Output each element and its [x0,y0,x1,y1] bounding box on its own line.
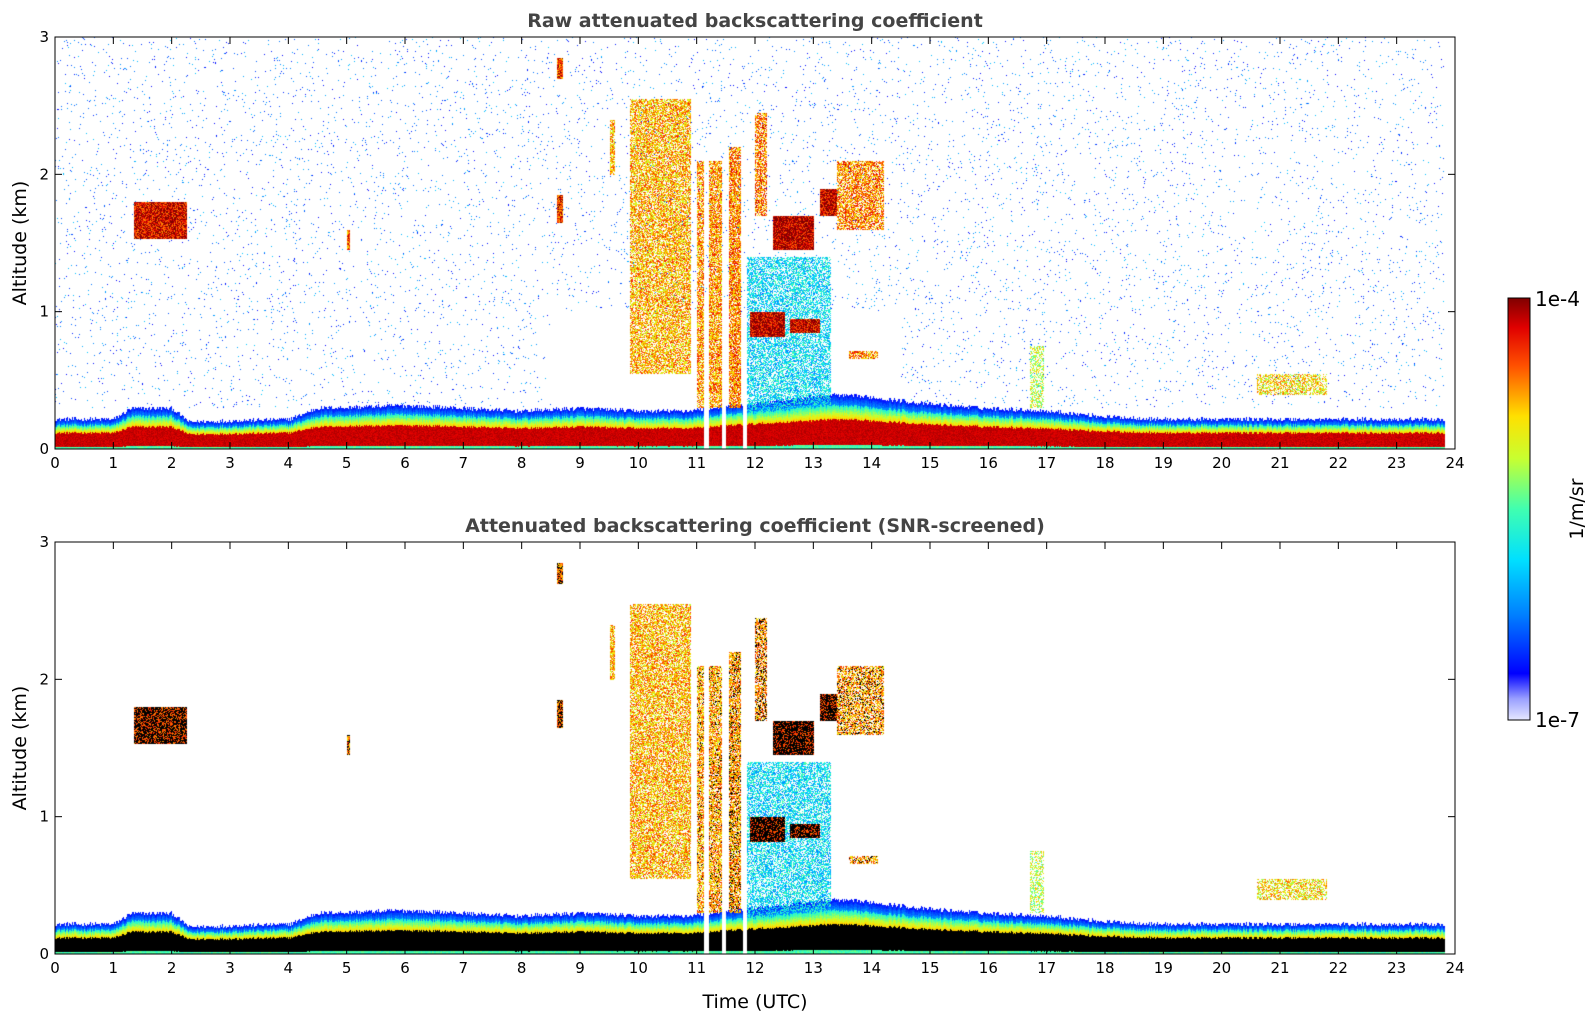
x-tick-label: 0 [50,454,60,472]
x-tick-label: 18 [1095,959,1114,977]
y-tick-label: 1 [39,303,49,321]
x-tick-label: 24 [1445,454,1464,472]
x-tick-label: 18 [1095,454,1114,472]
x-tick-label: 6 [400,959,410,977]
x-tick-label: 24 [1445,959,1464,977]
x-tick-label: 8 [517,959,527,977]
x-tick-label: 12 [745,959,764,977]
x-tick-label: 2 [167,454,177,472]
x-tick-label: 2 [167,959,177,977]
x-tick-label: 4 [284,959,294,977]
colorbar: 1e-4 1e-7 1/m/sr [1507,287,1588,732]
x-tick-label: 17 [1037,959,1056,977]
x-tick-label: 8 [517,454,527,472]
x-tick-label: 1 [109,959,119,977]
x-tick-label: 19 [1154,959,1173,977]
x-tick-label: 12 [745,454,764,472]
panel-raw-heatmap [55,37,1455,449]
panel-raw-title: Raw attenuated backscattering coefficien… [527,10,983,32]
y-tick-label: 1 [39,808,49,826]
x-tick-label: 21 [1270,454,1289,472]
x-tick-label: 10 [629,959,648,977]
x-tick-label: 22 [1329,959,1348,977]
y-tick-label: 3 [39,28,49,46]
x-tick-label: 7 [459,454,469,472]
x-tick-label: 11 [687,454,706,472]
x-tick-label: 20 [1212,959,1231,977]
panel-screened-title: Attenuated backscattering coefficient (S… [465,515,1045,537]
x-tick-label: 17 [1037,454,1056,472]
colorbar-min-label: 1e-7 [1535,708,1580,732]
colorbar-gradient [1507,297,1531,721]
x-tick-label: 10 [629,454,648,472]
x-tick-label: 14 [862,454,881,472]
x-tick-label: 15 [920,959,939,977]
y-tick-label: 3 [39,533,49,551]
x-tick-label: 9 [575,454,585,472]
y-tick-label: 2 [39,165,49,183]
x-tick-label: 7 [459,959,469,977]
x-tick-label: 3 [225,959,235,977]
x-tick-label: 11 [687,959,706,977]
panel-raw-ylabel: Altitude (km) [9,181,31,306]
x-tick-label: 20 [1212,454,1231,472]
x-tick-label: 0 [50,959,60,977]
x-tick-label: 5 [342,959,352,977]
x-tick-label: 13 [804,454,823,472]
panel-raw: Raw attenuated backscattering coefficien… [9,10,1465,472]
panel-screened-ticks: 0 1 2 3 4 5 6 7 8 9 10 11 12 13 14 15 16 17 18 19 20 21 22 23 24… [39,533,1464,977]
y-tick-label: 0 [39,440,49,458]
panel-screened: Attenuated backscattering coefficient (S… [9,515,1465,1013]
x-tick-label: 16 [979,959,998,977]
panel-screened-ylabel: Altitude (km) [9,686,31,811]
x-tick-label: 6 [400,454,410,472]
y-tick-label: 0 [39,945,49,963]
panel-screened-heatmap [55,542,1455,954]
x-tick-label: 13 [804,959,823,977]
x-tick-label: 23 [1387,454,1406,472]
colorbar-unit-label: 1/m/sr [1566,478,1588,539]
x-tick-label: 4 [284,454,294,472]
x-tick-label: 9 [575,959,585,977]
colorbar-max-label: 1e-4 [1535,287,1580,311]
panel-raw-ticks: 0 1 2 3 4 5 6 7 8 9 10 11 12 13 14 15 16 17 18 19 20 21 22 23 24… [39,28,1464,472]
x-tick-label: 21 [1270,959,1289,977]
x-tick-label: 3 [225,454,235,472]
x-tick-label: 15 [920,454,939,472]
y-tick-label: 2 [39,670,49,688]
x-tick-label: 22 [1329,454,1348,472]
x-tick-label: 23 [1387,959,1406,977]
x-tick-label: 19 [1154,454,1173,472]
x-tick-label: 1 [109,454,119,472]
x-tick-label: 14 [862,959,881,977]
panel-screened-xlabel: Time (UTC) [701,991,807,1013]
x-tick-label: 5 [342,454,352,472]
x-tick-label: 16 [979,454,998,472]
